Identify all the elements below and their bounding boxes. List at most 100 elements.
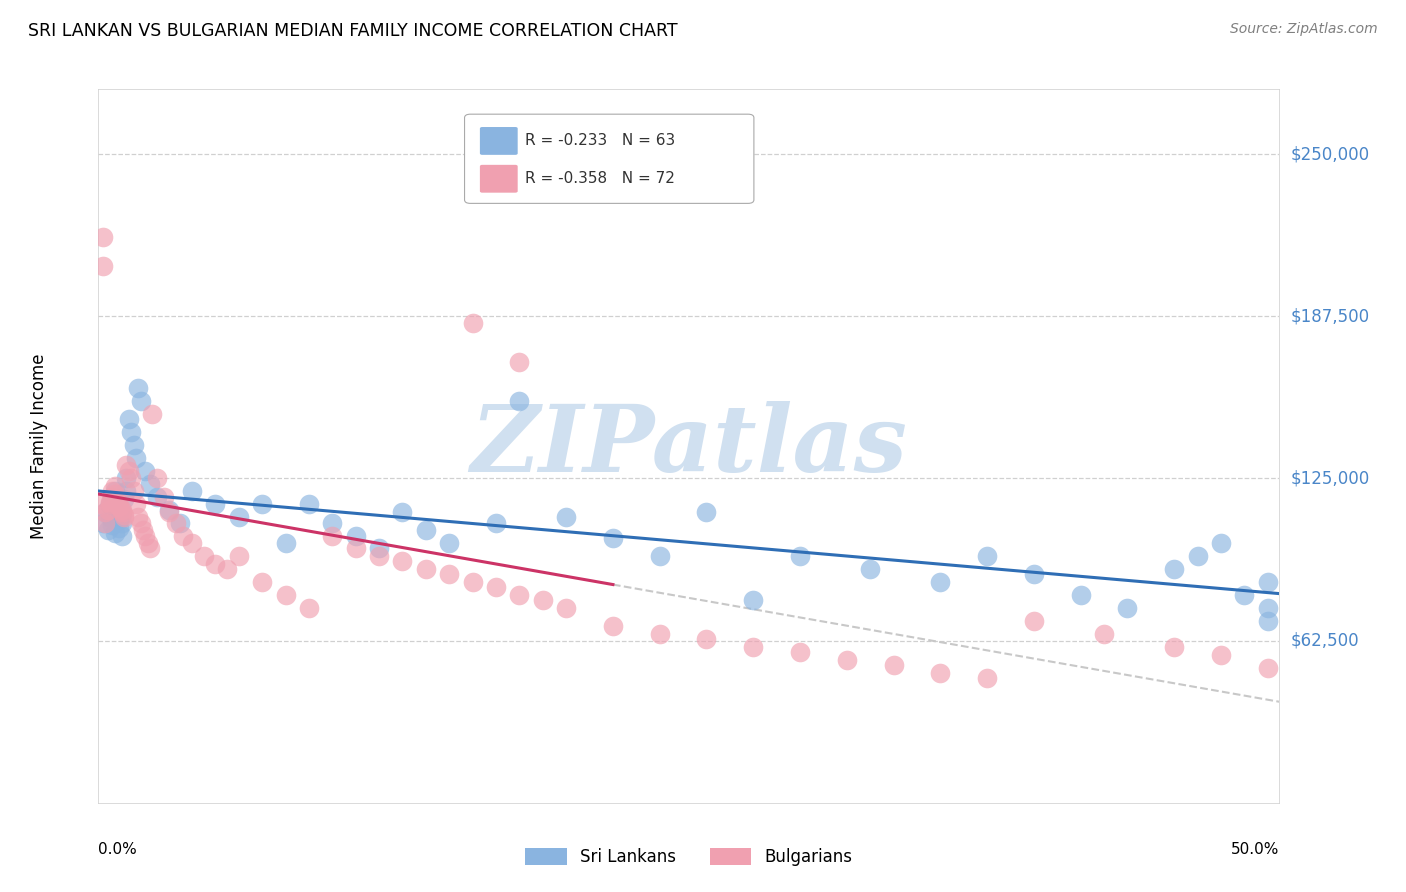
Text: SRI LANKAN VS BULGARIAN MEDIAN FAMILY INCOME CORRELATION CHART: SRI LANKAN VS BULGARIAN MEDIAN FAMILY IN… bbox=[28, 22, 678, 40]
Point bbox=[111, 508, 134, 522]
Point bbox=[508, 588, 530, 602]
Point bbox=[321, 528, 343, 542]
Point bbox=[115, 484, 138, 499]
Point bbox=[169, 516, 191, 530]
Point bbox=[1070, 588, 1092, 602]
Point bbox=[97, 524, 120, 538]
Point bbox=[789, 645, 811, 659]
Text: $187,500: $187,500 bbox=[1291, 307, 1369, 326]
Point bbox=[531, 593, 554, 607]
Point bbox=[115, 458, 138, 473]
Point bbox=[125, 497, 148, 511]
Point bbox=[157, 502, 180, 516]
Point bbox=[1022, 567, 1045, 582]
Point bbox=[94, 505, 117, 519]
Point bbox=[789, 549, 811, 564]
Point bbox=[181, 484, 204, 499]
Point bbox=[111, 505, 134, 519]
Point bbox=[555, 510, 578, 524]
Point bbox=[108, 521, 131, 535]
FancyBboxPatch shape bbox=[479, 165, 517, 193]
Point bbox=[298, 601, 321, 615]
Point bbox=[204, 557, 226, 571]
Text: ZIPatlas: ZIPatlas bbox=[471, 401, 907, 491]
Point bbox=[835, 653, 858, 667]
Point bbox=[108, 497, 131, 511]
Point bbox=[141, 407, 163, 421]
Point bbox=[157, 505, 180, 519]
Point bbox=[648, 549, 671, 564]
Point bbox=[101, 490, 124, 504]
Point bbox=[883, 658, 905, 673]
Point bbox=[461, 316, 484, 330]
Point bbox=[1022, 614, 1045, 628]
Point bbox=[929, 575, 952, 590]
Point bbox=[132, 524, 155, 538]
Point bbox=[976, 549, 998, 564]
Point bbox=[153, 490, 176, 504]
Point bbox=[139, 476, 162, 491]
Point bbox=[108, 500, 131, 514]
Point bbox=[111, 502, 134, 516]
Point bbox=[1187, 549, 1209, 564]
Point bbox=[298, 497, 321, 511]
Point bbox=[602, 531, 624, 545]
Point bbox=[105, 492, 128, 507]
Point bbox=[105, 495, 128, 509]
Point bbox=[122, 438, 145, 452]
Point bbox=[105, 502, 128, 516]
Point bbox=[104, 484, 127, 499]
Point bbox=[108, 513, 131, 527]
Point bbox=[439, 567, 461, 582]
Point bbox=[461, 575, 484, 590]
Point bbox=[742, 640, 765, 654]
Point bbox=[115, 471, 138, 485]
Point bbox=[91, 230, 114, 244]
Point bbox=[98, 497, 121, 511]
Point bbox=[415, 562, 437, 576]
Point bbox=[120, 425, 142, 439]
Text: $62,500: $62,500 bbox=[1291, 632, 1360, 649]
Point bbox=[485, 516, 508, 530]
Point bbox=[146, 471, 169, 485]
Point bbox=[555, 601, 578, 615]
Point bbox=[118, 411, 141, 425]
Point bbox=[508, 393, 530, 408]
Point bbox=[104, 487, 127, 501]
Point bbox=[146, 490, 169, 504]
Point bbox=[215, 562, 238, 576]
Point bbox=[97, 502, 120, 516]
Point bbox=[105, 495, 128, 509]
Point bbox=[127, 381, 149, 395]
Point bbox=[228, 549, 250, 564]
Text: R = -0.358   N = 72: R = -0.358 N = 72 bbox=[524, 171, 675, 186]
Point bbox=[94, 516, 117, 530]
Point bbox=[1233, 588, 1256, 602]
Point bbox=[112, 508, 135, 522]
Point bbox=[134, 464, 156, 478]
Point bbox=[1163, 562, 1185, 576]
Point bbox=[129, 393, 152, 408]
Point bbox=[368, 541, 391, 556]
Point bbox=[321, 516, 343, 530]
Point bbox=[1116, 601, 1139, 615]
Point bbox=[122, 484, 145, 499]
Point bbox=[129, 516, 152, 530]
Point bbox=[127, 510, 149, 524]
Text: Source: ZipAtlas.com: Source: ZipAtlas.com bbox=[1230, 22, 1378, 37]
Legend: Sri Lankans, Bulgarians: Sri Lankans, Bulgarians bbox=[519, 841, 859, 873]
Point bbox=[134, 528, 156, 542]
Point bbox=[1209, 648, 1232, 662]
Point bbox=[391, 505, 413, 519]
Point bbox=[101, 518, 124, 533]
Point bbox=[648, 627, 671, 641]
Point bbox=[602, 619, 624, 633]
Point bbox=[274, 536, 297, 550]
Point bbox=[508, 354, 530, 368]
Point bbox=[91, 259, 114, 273]
Point bbox=[415, 524, 437, 538]
Point bbox=[439, 536, 461, 550]
Point bbox=[204, 497, 226, 511]
Point bbox=[111, 528, 134, 542]
Point bbox=[125, 450, 148, 465]
